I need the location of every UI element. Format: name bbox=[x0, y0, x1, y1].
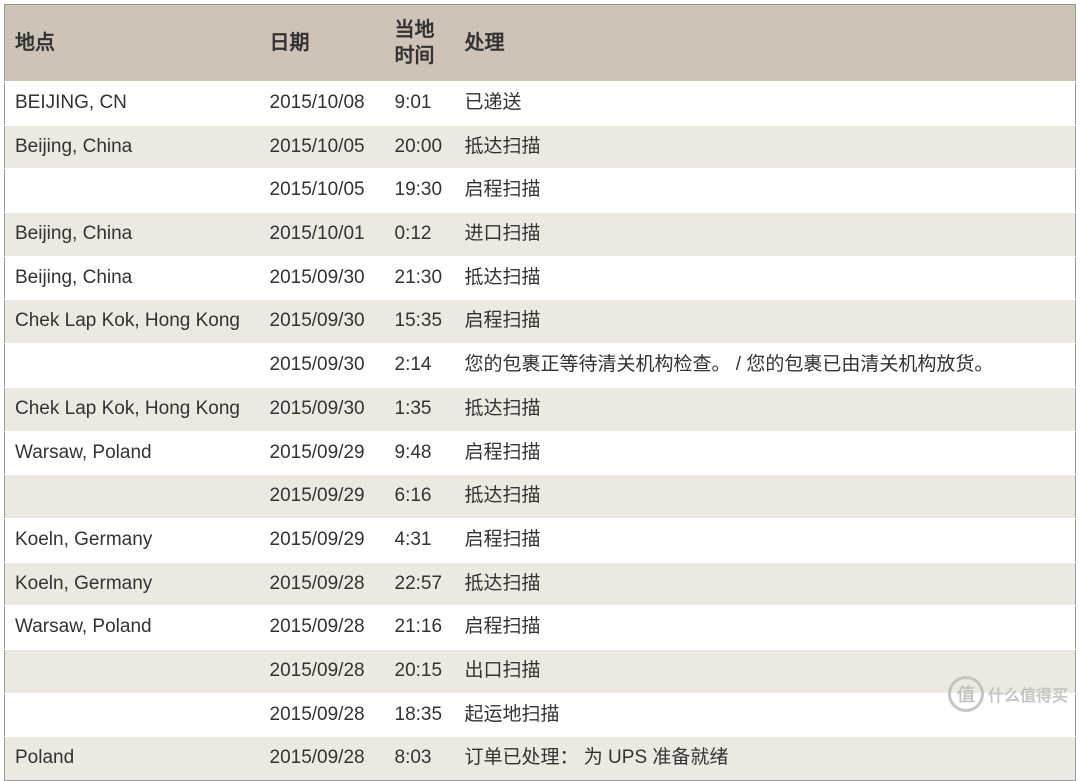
cell-time: 18:35 bbox=[385, 693, 455, 737]
cell-date: 2015/10/08 bbox=[260, 82, 385, 126]
cell-location: Poland bbox=[5, 737, 260, 781]
cell-time: 15:35 bbox=[385, 300, 455, 344]
cell-location: Warsaw, Poland bbox=[5, 606, 260, 650]
table-row: Chek Lap Kok, Hong Kong2015/09/301:35抵达扫… bbox=[5, 387, 1076, 431]
table-row: Warsaw, Poland2015/09/2821:16启程扫描 bbox=[5, 606, 1076, 650]
cell-location: Chek Lap Kok, Hong Kong bbox=[5, 387, 260, 431]
cell-status: 订单已处理： 为 UPS 准备就绪 bbox=[455, 737, 1076, 781]
cell-location bbox=[5, 169, 260, 213]
cell-time: 1:35 bbox=[385, 387, 455, 431]
cell-time: 4:31 bbox=[385, 518, 455, 562]
cell-time: 8:03 bbox=[385, 737, 455, 781]
cell-status: 抵达扫描 bbox=[455, 125, 1076, 169]
cell-date: 2015/10/05 bbox=[260, 169, 385, 213]
table-row: Beijing, China2015/09/3021:30抵达扫描 bbox=[5, 256, 1076, 300]
table-row: 2015/09/302:14您的包裹正等待清关机构检查。 / 您的包裹已由清关机… bbox=[5, 344, 1076, 388]
header-row: 地点 日期 当地时间 处理 bbox=[5, 5, 1076, 82]
cell-date: 2015/09/29 bbox=[260, 431, 385, 475]
table-row: 2015/10/0519:30启程扫描 bbox=[5, 169, 1076, 213]
table-body: BEIJING, CN2015/10/089:01已递送Beijing, Chi… bbox=[5, 82, 1076, 781]
cell-location: Beijing, China bbox=[5, 256, 260, 300]
cell-date: 2015/09/28 bbox=[260, 649, 385, 693]
cell-location: Koeln, Germany bbox=[5, 562, 260, 606]
table-row: Warsaw, Poland2015/09/299:48启程扫描 bbox=[5, 431, 1076, 475]
cell-location: Beijing, China bbox=[5, 213, 260, 257]
tracking-table: 地点 日期 当地时间 处理 BEIJING, CN2015/10/089:01已… bbox=[4, 4, 1076, 781]
cell-date: 2015/09/29 bbox=[260, 518, 385, 562]
cell-time: 20:15 bbox=[385, 649, 455, 693]
cell-time: 19:30 bbox=[385, 169, 455, 213]
table-row: Poland2015/09/288:03订单已处理： 为 UPS 准备就绪 bbox=[5, 737, 1076, 781]
table-row: BEIJING, CN2015/10/089:01已递送 bbox=[5, 82, 1076, 126]
cell-status: 启程扫描 bbox=[455, 606, 1076, 650]
header-time: 当地时间 bbox=[385, 5, 455, 82]
cell-time: 6:16 bbox=[385, 475, 455, 519]
cell-location bbox=[5, 475, 260, 519]
cell-time: 21:16 bbox=[385, 606, 455, 650]
cell-status: 启程扫描 bbox=[455, 300, 1076, 344]
cell-location: Chek Lap Kok, Hong Kong bbox=[5, 300, 260, 344]
table-header: 地点 日期 当地时间 处理 bbox=[5, 5, 1076, 82]
cell-time: 9:01 bbox=[385, 82, 455, 126]
cell-location bbox=[5, 693, 260, 737]
cell-status: 抵达扫描 bbox=[455, 387, 1076, 431]
header-status: 处理 bbox=[455, 5, 1076, 82]
cell-time: 20:00 bbox=[385, 125, 455, 169]
cell-location: Warsaw, Poland bbox=[5, 431, 260, 475]
cell-location bbox=[5, 649, 260, 693]
header-date: 日期 bbox=[260, 5, 385, 82]
cell-time: 2:14 bbox=[385, 344, 455, 388]
table-row: Beijing, China2015/10/010:12进口扫描 bbox=[5, 213, 1076, 257]
cell-date: 2015/09/30 bbox=[260, 344, 385, 388]
table-row: Chek Lap Kok, Hong Kong2015/09/3015:35启程… bbox=[5, 300, 1076, 344]
cell-date: 2015/09/28 bbox=[260, 606, 385, 650]
table-row: 2015/09/2820:15出口扫描 bbox=[5, 649, 1076, 693]
cell-location: Koeln, Germany bbox=[5, 518, 260, 562]
cell-status: 起运地扫描 bbox=[455, 693, 1076, 737]
cell-date: 2015/09/30 bbox=[260, 387, 385, 431]
table-row: 2015/09/296:16抵达扫描 bbox=[5, 475, 1076, 519]
header-location: 地点 bbox=[5, 5, 260, 82]
cell-status: 启程扫描 bbox=[455, 431, 1076, 475]
cell-status: 抵达扫描 bbox=[455, 562, 1076, 606]
cell-status: 出口扫描 bbox=[455, 649, 1076, 693]
table-row: Koeln, Germany2015/09/294:31启程扫描 bbox=[5, 518, 1076, 562]
cell-time: 9:48 bbox=[385, 431, 455, 475]
table-row: 2015/09/2818:35起运地扫描 bbox=[5, 693, 1076, 737]
cell-date: 2015/09/30 bbox=[260, 256, 385, 300]
cell-status: 启程扫描 bbox=[455, 169, 1076, 213]
cell-date: 2015/09/28 bbox=[260, 562, 385, 606]
cell-date: 2015/09/28 bbox=[260, 737, 385, 781]
cell-time: 21:30 bbox=[385, 256, 455, 300]
cell-status: 抵达扫描 bbox=[455, 256, 1076, 300]
cell-location bbox=[5, 344, 260, 388]
cell-status: 已递送 bbox=[455, 82, 1076, 126]
cell-date: 2015/10/01 bbox=[260, 213, 385, 257]
cell-time: 22:57 bbox=[385, 562, 455, 606]
cell-time: 0:12 bbox=[385, 213, 455, 257]
table-row: Koeln, Germany2015/09/2822:57抵达扫描 bbox=[5, 562, 1076, 606]
cell-status: 抵达扫描 bbox=[455, 475, 1076, 519]
cell-date: 2015/09/28 bbox=[260, 693, 385, 737]
cell-date: 2015/09/29 bbox=[260, 475, 385, 519]
cell-status: 启程扫描 bbox=[455, 518, 1076, 562]
cell-date: 2015/09/30 bbox=[260, 300, 385, 344]
cell-date: 2015/10/05 bbox=[260, 125, 385, 169]
cell-status: 进口扫描 bbox=[455, 213, 1076, 257]
cell-location: BEIJING, CN bbox=[5, 82, 260, 126]
cell-status: 您的包裹正等待清关机构检查。 / 您的包裹已由清关机构放货。 bbox=[455, 344, 1076, 388]
table-row: Beijing, China2015/10/0520:00抵达扫描 bbox=[5, 125, 1076, 169]
cell-location: Beijing, China bbox=[5, 125, 260, 169]
